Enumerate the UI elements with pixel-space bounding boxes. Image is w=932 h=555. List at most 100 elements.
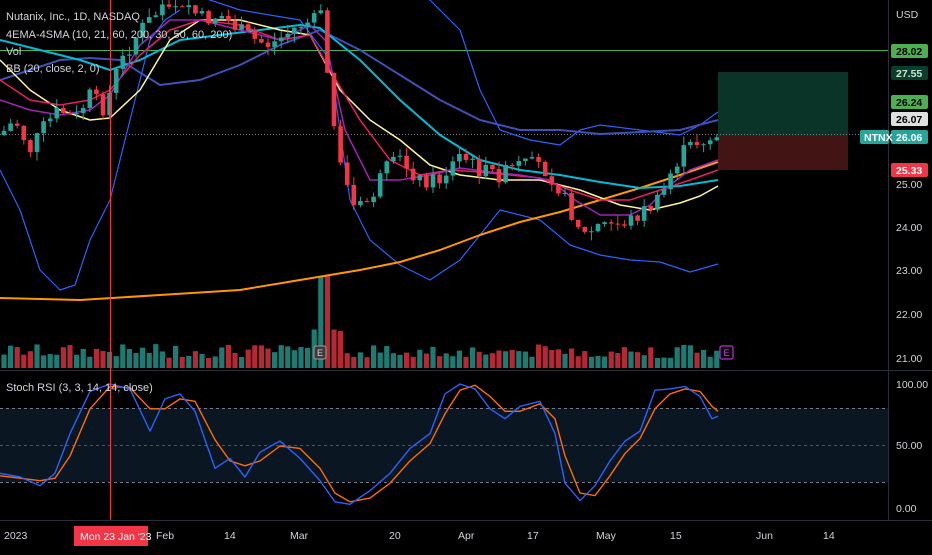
candle-body <box>391 156 396 162</box>
candle-body <box>424 175 429 188</box>
symbol-title[interactable]: Nutanix, Inc., 1D, NASDAQ <box>6 11 140 23</box>
sma-30-line <box>0 19 719 211</box>
volume-bar <box>272 352 278 368</box>
volume-bar <box>562 353 568 368</box>
volume-bar <box>278 345 284 368</box>
candle-body <box>371 196 376 203</box>
candle-body <box>34 133 40 153</box>
volume-bar <box>252 345 258 368</box>
indicator-legend-ema[interactable]: 4EMA-4SMA (10, 21, 60, 200, 30, 50, 60, … <box>6 29 233 41</box>
candle-body <box>377 173 383 197</box>
volume-bar <box>668 357 674 368</box>
candle-body <box>490 164 495 169</box>
candle-body <box>608 222 614 224</box>
candle-body <box>226 15 231 21</box>
stoch-lines <box>0 383 719 505</box>
candle-body <box>173 6 178 8</box>
volume-bar <box>628 351 634 368</box>
candle-body <box>602 222 607 224</box>
volume-bar <box>582 351 588 368</box>
volume-bar <box>621 347 627 368</box>
candle-body <box>688 142 693 146</box>
svg-text:NTNX: NTNX <box>864 132 893 144</box>
volume-bar <box>390 353 396 368</box>
currency-label: USD <box>896 9 919 21</box>
candle-body <box>615 223 621 225</box>
stoch-rsi-pane[interactable] <box>0 383 888 505</box>
volume-bar <box>542 346 548 368</box>
price-tick: 22.00 <box>896 309 922 321</box>
candle-body <box>384 161 390 174</box>
volume-bar <box>404 352 410 368</box>
volume-bar <box>27 351 33 368</box>
candle-body <box>272 41 277 47</box>
candle-body <box>338 126 343 163</box>
indicator-legend-vol[interactable]: Vol <box>6 46 22 58</box>
volume-bar <box>595 355 601 368</box>
volume-bar <box>126 349 132 368</box>
volume-bar <box>54 354 60 368</box>
volume-bar <box>569 348 575 368</box>
candle-body <box>622 224 627 226</box>
candle-body <box>457 153 462 162</box>
candle-body <box>476 158 482 177</box>
volume-bar <box>364 357 370 368</box>
stoch-legend[interactable]: Stoch RSI (3, 3, 14, 14, close) <box>6 382 153 394</box>
moving-averages <box>0 19 719 301</box>
earnings-marker-may[interactable]: E <box>719 345 734 360</box>
candle-body <box>74 113 79 115</box>
price-axis[interactable]: USD 27.00 25.00 24.00 23.00 22.00 21.00 … <box>860 9 928 515</box>
volume-bar <box>648 347 654 368</box>
volume-bar <box>687 345 693 368</box>
price-tick: 21.00 <box>896 353 922 365</box>
candle-body <box>28 140 33 153</box>
candle-body <box>232 20 238 30</box>
candle-body <box>21 125 27 141</box>
candle-body <box>648 206 654 210</box>
candle-body <box>252 30 258 39</box>
volume-bar <box>285 346 291 368</box>
indicator-legend-bb[interactable]: BB (20, close, 2, 0) <box>6 63 100 75</box>
candle-body <box>331 72 337 127</box>
volume-bar <box>555 349 561 368</box>
loss-zone[interactable] <box>718 136 848 170</box>
svg-text:26.07: 26.07 <box>896 114 922 126</box>
candle-body <box>179 6 185 8</box>
candle-body <box>311 13 317 23</box>
ticker-tag[interactable]: NTNX <box>860 130 893 144</box>
candle-body <box>562 193 568 195</box>
ema-10-line <box>0 19 719 216</box>
volume-bar <box>423 353 429 368</box>
volume-bar <box>14 347 20 368</box>
candle-body <box>212 18 218 24</box>
volume-bar <box>113 356 119 368</box>
candle-body <box>443 175 449 184</box>
profit-zone[interactable] <box>718 72 848 136</box>
volume-bar <box>470 347 476 368</box>
candle-body <box>694 142 700 146</box>
earnings-marker-mar[interactable]: E <box>313 345 327 360</box>
date-label: 14 <box>224 530 236 542</box>
candle-body <box>67 113 73 115</box>
volume-bar <box>496 350 502 368</box>
volume-bar <box>291 350 297 368</box>
volume-bar <box>219 347 225 368</box>
time-axis[interactable]: 2023 Feb 14 Mar 20 Apr 17 May 15 Jun 14 … <box>4 526 835 546</box>
volume-bar <box>258 345 264 368</box>
volume-bar <box>87 356 93 368</box>
volume-bar <box>173 345 179 368</box>
date-label: 17 <box>527 530 539 542</box>
volume-bar <box>100 351 106 368</box>
volume-bar <box>450 356 456 368</box>
volume-bar <box>179 356 185 368</box>
date-label: 15 <box>670 530 682 542</box>
stoch-tick: 50.00 <box>896 440 922 452</box>
main-pane[interactable] <box>0 0 888 370</box>
candlesticks <box>1 0 720 241</box>
volume-bar <box>199 353 205 368</box>
candle-body <box>160 4 165 16</box>
volume-bar <box>212 356 218 368</box>
date-label: 20 <box>389 530 401 542</box>
